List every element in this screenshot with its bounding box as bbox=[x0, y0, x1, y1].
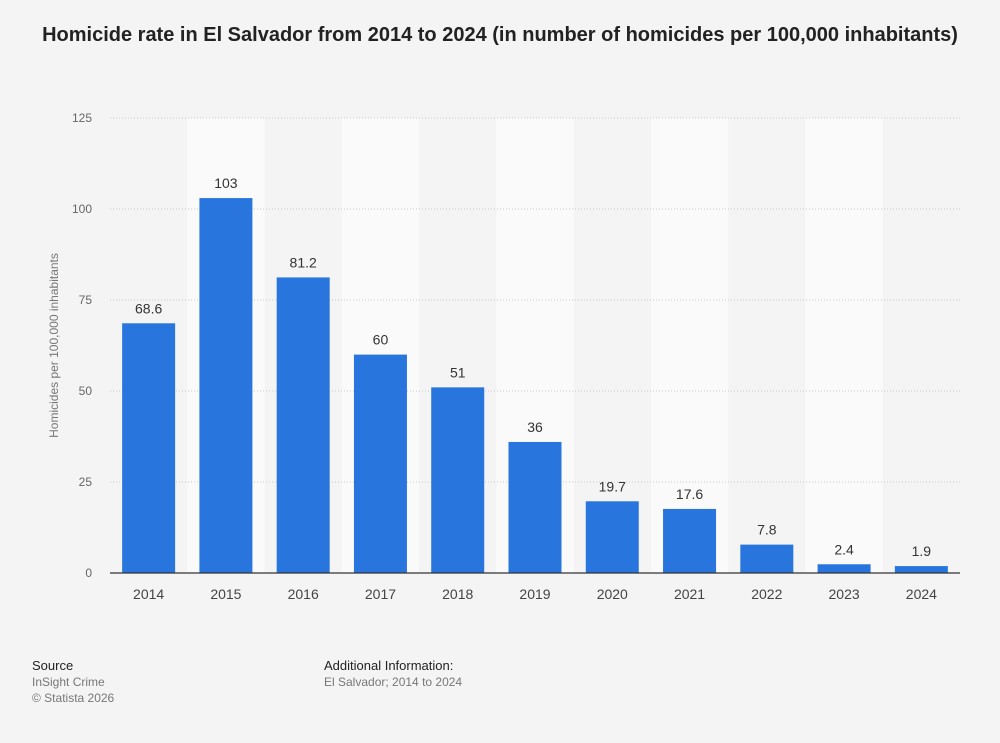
y-tick-label: 100 bbox=[72, 202, 92, 216]
data-label-2024: 1.9 bbox=[912, 543, 932, 559]
x-tick-label: 2022 bbox=[751, 586, 782, 602]
x-tick-label: 2020 bbox=[597, 586, 628, 602]
x-tick-label: 2016 bbox=[288, 586, 319, 602]
x-tick-label: 2024 bbox=[906, 586, 937, 602]
data-label-2014: 68.6 bbox=[135, 300, 162, 316]
bar-2020[interactable] bbox=[586, 501, 639, 573]
bar-2015[interactable] bbox=[199, 198, 252, 573]
x-axis-labels: 2014 2015 2016 2017 2018 2019 2020 2021 2022 2023… bbox=[133, 586, 937, 602]
x-tick-label: 2021 bbox=[674, 586, 705, 602]
source-name: InSight Crime bbox=[32, 674, 114, 690]
bar-2018[interactable] bbox=[431, 387, 484, 573]
x-tick-label: 2019 bbox=[519, 586, 550, 602]
data-label-2018: 51 bbox=[450, 364, 466, 380]
y-axis-title: Homicides per 100,000 inhabitants bbox=[47, 253, 61, 438]
data-label-2023: 2.4 bbox=[834, 541, 854, 557]
additional-info-heading: Additional Information: bbox=[324, 658, 462, 674]
source-heading: Source bbox=[32, 658, 114, 674]
column-band bbox=[805, 118, 882, 573]
data-label-2020: 19.7 bbox=[599, 478, 626, 494]
x-tick-label: 2017 bbox=[365, 586, 396, 602]
bar-2022[interactable] bbox=[740, 545, 793, 573]
y-tick-label: 50 bbox=[79, 384, 93, 398]
y-tick-label: 25 bbox=[79, 475, 93, 489]
data-label-2021: 17.6 bbox=[676, 486, 703, 502]
data-label-2017: 60 bbox=[373, 332, 389, 348]
additional-info-block: Additional Information: El Salvador; 201… bbox=[324, 658, 462, 690]
data-label-2016: 81.2 bbox=[290, 254, 317, 270]
x-tick-label: 2015 bbox=[210, 586, 241, 602]
x-tick-label: 2014 bbox=[133, 586, 164, 602]
bar-2021[interactable] bbox=[663, 509, 716, 573]
additional-info-text: El Salvador; 2014 to 2024 bbox=[324, 674, 462, 690]
bar-2017[interactable] bbox=[354, 355, 407, 573]
data-label-2015: 103 bbox=[214, 175, 238, 191]
copyright: © Statista 2026 bbox=[32, 690, 114, 706]
x-tick-label: 2018 bbox=[442, 586, 473, 602]
bar-2019[interactable] bbox=[509, 442, 562, 573]
y-tick-label: 0 bbox=[85, 566, 92, 580]
data-label-2019: 36 bbox=[527, 419, 543, 435]
bar-2016[interactable] bbox=[277, 277, 330, 573]
bar-2024[interactable] bbox=[895, 566, 948, 573]
column-band bbox=[651, 118, 728, 573]
bar-2023[interactable] bbox=[818, 564, 871, 573]
bar-2014[interactable] bbox=[122, 323, 175, 573]
y-tick-label: 75 bbox=[79, 293, 93, 307]
y-axis-ticks: 0 25 50 75 100 125 bbox=[72, 111, 92, 580]
x-tick-label: 2023 bbox=[829, 586, 860, 602]
y-tick-label: 125 bbox=[72, 111, 92, 125]
source-block: Source InSight Crime © Statista 2026 bbox=[32, 658, 114, 706]
bar-chart: 0 25 50 75 100 125 68.6 103 81.2 60 51 36 19.7 17.6 7… bbox=[0, 0, 1000, 650]
data-label-2022: 7.8 bbox=[757, 522, 777, 538]
